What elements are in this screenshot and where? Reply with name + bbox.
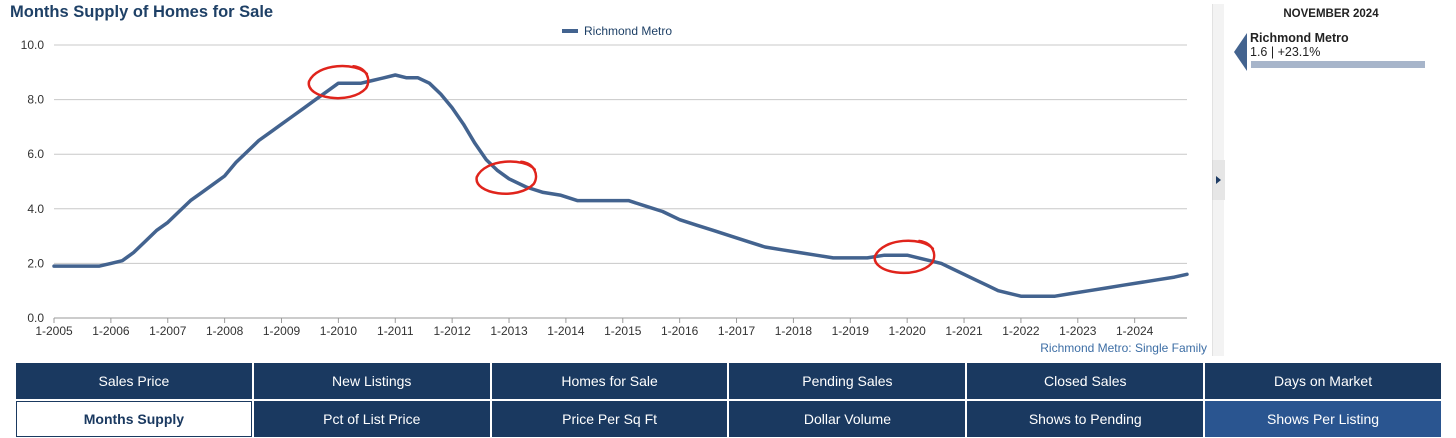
y-tick-label: 10.0: [21, 38, 45, 52]
x-tick-label: 1-2017: [718, 324, 756, 338]
tab-dollar-volume[interactable]: Dollar Volume: [729, 401, 966, 437]
x-tick-label: 1-2007: [149, 324, 187, 338]
tab-pct-of-list-price[interactable]: Pct of List Price: [253, 401, 490, 437]
x-tick-label: 1-2006: [92, 324, 130, 338]
tab-homes-for-sale[interactable]: Homes for Sale: [491, 363, 728, 399]
tab-shows-per-listing[interactable]: Shows Per Listing: [1205, 401, 1441, 437]
x-tick-label: 1-2005: [35, 324, 73, 338]
x-tick-label: 1-2009: [263, 324, 301, 338]
tab-days-on-market[interactable]: Days on Market: [1205, 363, 1441, 399]
chart-footer-note: Richmond Metro: Single Family: [1040, 341, 1207, 355]
tab-months-supply[interactable]: Months Supply: [16, 401, 252, 437]
tab-new-listings[interactable]: New Listings: [253, 363, 490, 399]
x-tick-label: 1-2020: [888, 324, 926, 338]
line-chart: 0.0 2.0 4.0 6.0 8.0 10.0 1-2005 1-2006 1-2007 1-2…: [21, 24, 1189, 338]
legend-label: Richmond Metro: [584, 24, 672, 38]
side-panel-value-bar: [1251, 61, 1425, 68]
side-panel-marker-icon: [1234, 33, 1247, 71]
tab-shows-to-pending[interactable]: Shows to Pending: [967, 401, 1204, 437]
x-tick-label: 1-2024: [1116, 324, 1154, 338]
tab-sales-price[interactable]: Sales Price: [16, 363, 252, 399]
tab-closed-sales[interactable]: Closed Sales: [967, 363, 1204, 399]
y-tick-label: 0.0: [27, 311, 44, 325]
x-tick-label: 1-2018: [775, 324, 813, 338]
x-tick-label: 1-2016: [661, 324, 699, 338]
x-tick-label: 1-2008: [206, 324, 244, 338]
chart-title: Months Supply of Homes for Sale: [10, 3, 274, 21]
x-tick-label: 1-2019: [832, 324, 870, 338]
y-tick-label: 2.0: [27, 256, 44, 270]
side-panel-date: NOVEMBER 2024: [1283, 8, 1379, 20]
x-tick-label: 1-2012: [433, 324, 471, 338]
tab-pending-sales[interactable]: Pending Sales: [729, 363, 966, 399]
annotation-circle: [873, 239, 936, 275]
expand-panel-button[interactable]: [1212, 160, 1225, 200]
annotation-circle: [475, 160, 538, 195]
x-tick-label: 1-2011: [377, 324, 414, 338]
tab-price-per-sq-ft[interactable]: Price Per Sq Ft: [491, 401, 728, 437]
y-tick-label: 4.0: [27, 202, 44, 216]
x-tick-label: 1-2015: [604, 324, 642, 338]
x-tick-label: 1-2023: [1059, 324, 1097, 338]
x-tick-label: 1-2022: [1002, 324, 1040, 338]
chevron-right-icon: [1216, 176, 1221, 184]
x-tick-label: 1-2014: [547, 324, 585, 338]
y-tick-label: 6.0: [27, 147, 44, 161]
series-line-richmond-metro: [52, 73, 1189, 298]
metric-tabs: Sales Price New Listings Homes for Sale …: [16, 363, 1441, 437]
x-tick-label: 1-2013: [490, 324, 528, 338]
annotation-circle: [307, 64, 370, 100]
x-tick-label: 1-2010: [320, 324, 358, 338]
side-panel-series-name: Richmond Metro: [1250, 31, 1349, 45]
x-tick-label: 1-2021: [945, 324, 983, 338]
y-tick-label: 8.0: [27, 93, 44, 107]
side-panel-series-value: 1.6 | +23.1%: [1250, 45, 1321, 59]
